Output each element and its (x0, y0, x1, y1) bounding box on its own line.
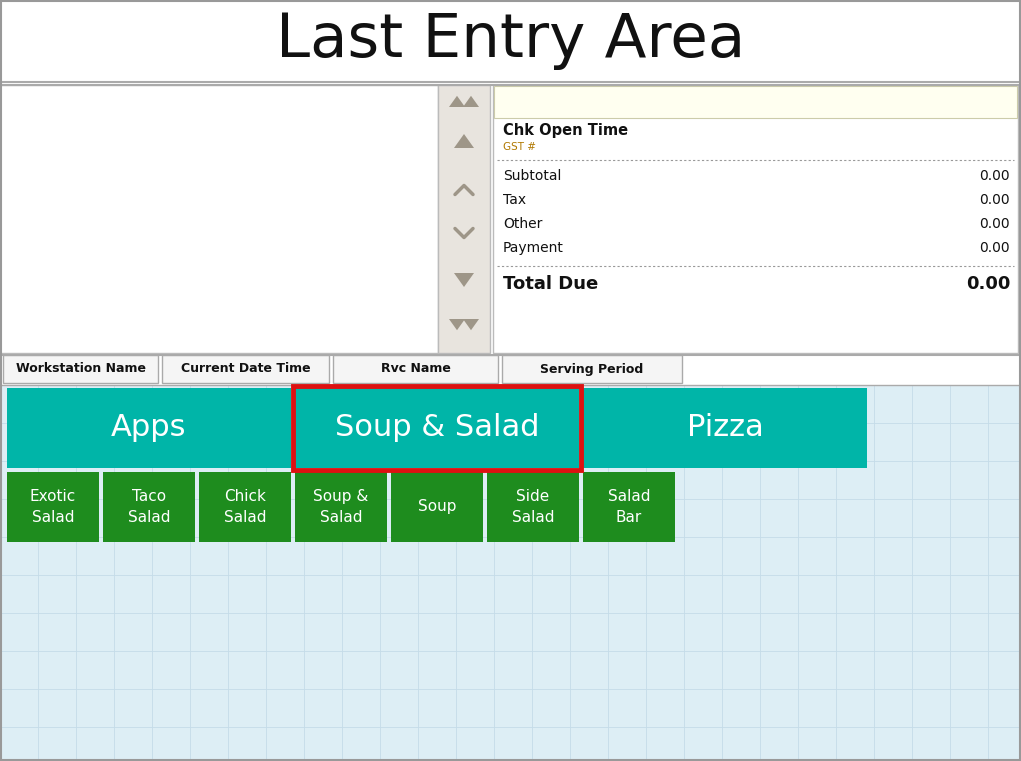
Bar (502, 355, 682, 383)
Text: Last Entry Area: Last Entry Area (276, 11, 745, 71)
Text: Exotic
Salad: Exotic Salad (30, 489, 77, 525)
Text: Serving Period: Serving Period (540, 362, 643, 375)
Text: Subtotal: Subtotal (503, 169, 562, 183)
Bar (391, 472, 483, 542)
Text: Chick
Salad: Chick Salad (224, 489, 266, 525)
Bar (583, 388, 867, 468)
Polygon shape (454, 273, 474, 287)
Bar (583, 472, 675, 542)
Bar (295, 388, 579, 468)
Text: Rvc Name: Rvc Name (381, 362, 450, 375)
Polygon shape (454, 134, 474, 148)
Text: Total Due: Total Due (503, 275, 598, 293)
Text: Other: Other (503, 217, 542, 231)
Bar (487, 472, 579, 542)
Text: Current Date Time: Current Date Time (181, 362, 310, 375)
Text: Chk Open Time: Chk Open Time (503, 123, 628, 139)
Text: Soup &
Salad: Soup & Salad (313, 489, 369, 525)
Text: Side
Salad: Side Salad (512, 489, 554, 525)
Text: Soup: Soup (418, 499, 456, 514)
Bar (333, 355, 498, 383)
Text: 0.00: 0.00 (979, 193, 1010, 207)
Text: Payment: Payment (503, 241, 564, 255)
Bar (494, 86, 1017, 118)
Bar (7, 472, 99, 542)
Text: 0.00: 0.00 (979, 217, 1010, 231)
Polygon shape (449, 96, 465, 107)
Text: Tax: Tax (503, 193, 526, 207)
Text: Apps: Apps (111, 413, 187, 442)
Bar (293, 386, 581, 470)
Bar (295, 472, 387, 542)
Text: 0.00: 0.00 (979, 169, 1010, 183)
Text: Soup & Salad: Soup & Salad (335, 413, 539, 442)
Bar (162, 355, 329, 383)
Text: Salad
Bar: Salad Bar (607, 489, 650, 525)
Bar (0, 0, 1021, 82)
Polygon shape (463, 96, 479, 107)
Text: 0.00: 0.00 (966, 275, 1010, 293)
Bar (199, 472, 291, 542)
Text: Taco
Salad: Taco Salad (128, 489, 171, 525)
Bar (438, 85, 490, 353)
Bar (493, 85, 1018, 353)
Bar (0, 85, 438, 353)
Text: 0.00: 0.00 (979, 241, 1010, 255)
Bar (7, 388, 291, 468)
Bar (103, 472, 195, 542)
Text: Pizza: Pizza (687, 413, 764, 442)
Text: GST #: GST # (503, 142, 536, 152)
Text: Workstation Name: Workstation Name (15, 362, 146, 375)
Bar (3, 355, 158, 383)
Polygon shape (449, 319, 465, 330)
Bar (0, 385, 1021, 761)
Polygon shape (463, 319, 479, 330)
